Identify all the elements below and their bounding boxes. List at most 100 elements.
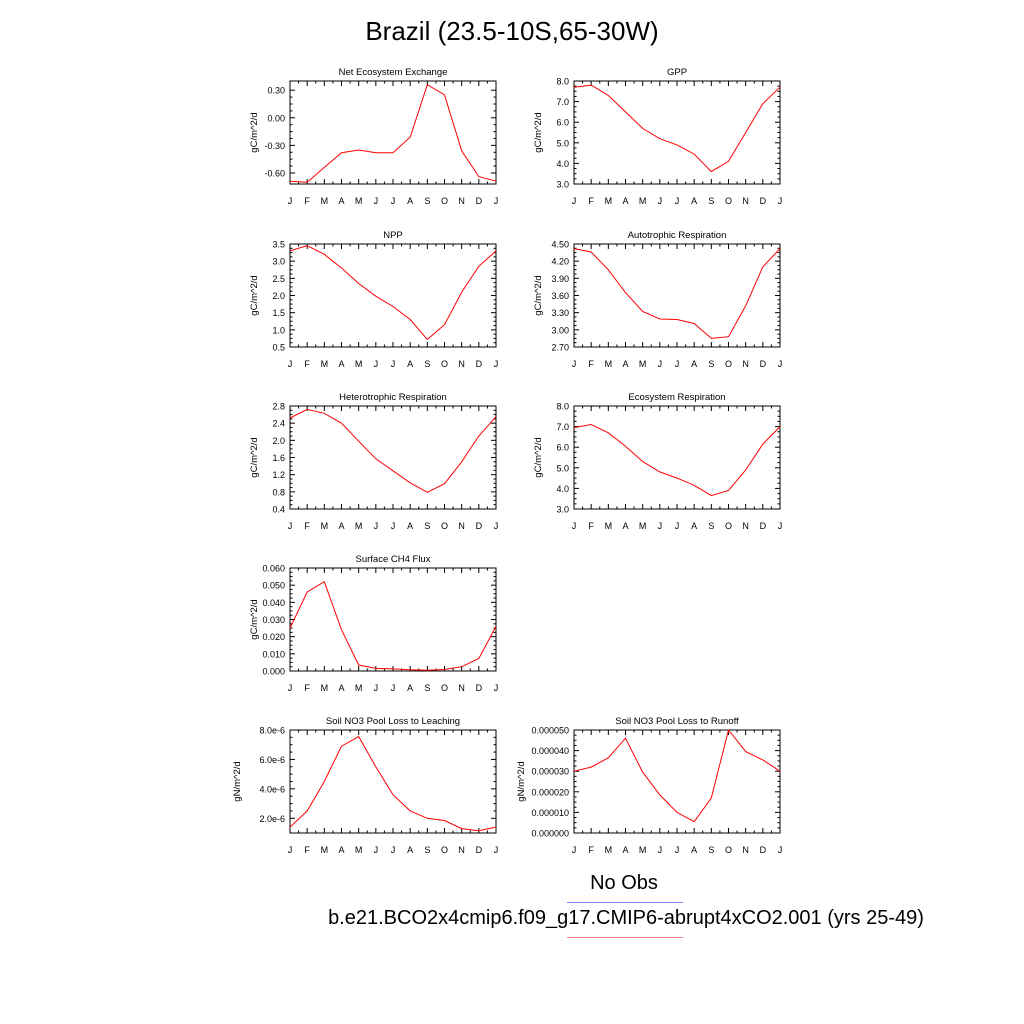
x-tick-label: N — [742, 845, 749, 855]
x-tick-label: A — [622, 359, 628, 369]
y-tick-label: 3.0 — [556, 505, 569, 515]
x-tick-label: M — [355, 196, 363, 206]
panel-9: J F M A M J J A S O N D J0.0000000.0000100.0000200.0… — [516, 716, 782, 855]
y-axis-label: gC/m^2/d — [249, 275, 260, 315]
y-tick-label: 5.0 — [556, 138, 569, 148]
x-tick-label: J — [391, 196, 396, 206]
x-tick-label: A — [338, 683, 344, 693]
y-tick-label: 0.000040 — [531, 746, 569, 756]
series-line — [289, 408, 497, 493]
y-tick-label: 3.00 — [551, 325, 569, 335]
x-tick-label: J — [778, 359, 783, 369]
plot-frame — [573, 80, 781, 185]
panel-title: Ecosystem Respiration — [628, 392, 725, 403]
x-tick-label: N — [458, 683, 465, 693]
series-line — [573, 728, 781, 823]
x-tick-label: O — [725, 359, 732, 369]
x-tick-label: F — [304, 683, 310, 693]
figure-title: Brazil (23.5-10S,65-30W) — [365, 16, 659, 46]
y-tick-label: 2.70 — [551, 343, 569, 353]
y-tick-label: 0.040 — [262, 598, 285, 608]
x-tick-label: J — [572, 196, 577, 206]
panel-5: J F M A M J J A S O N D J0.40.81.21.62.02.42.8Hetero… — [249, 392, 498, 531]
y-tick-label: 8.0e-6 — [259, 726, 285, 736]
x-tick-label: J — [288, 196, 293, 206]
y-tick-label: 0.060 — [262, 564, 285, 574]
panel-title: Soil NO3 Pool Loss to Leaching — [326, 716, 460, 727]
x-tick-label: M — [321, 521, 329, 531]
series-line — [573, 248, 781, 339]
x-tick-label: A — [691, 521, 697, 531]
y-tick-label: -0.60 — [264, 168, 285, 178]
x-tick-label: M — [605, 521, 613, 531]
y-tick-label: 7.0 — [556, 97, 569, 107]
x-tick-label: D — [476, 683, 483, 693]
panel-title: Net Ecosystem Exchange — [339, 67, 448, 78]
x-tick-label: O — [725, 196, 732, 206]
y-tick-label: 5.0 — [556, 463, 569, 473]
x-tick-label: D — [760, 196, 767, 206]
x-tick-label: A — [407, 359, 413, 369]
x-tick-label: M — [605, 845, 613, 855]
x-tick-label: D — [476, 359, 483, 369]
x-tick-label: O — [441, 521, 448, 531]
x-tick-label: O — [441, 845, 448, 855]
x-tick-label: D — [476, 521, 483, 531]
y-tick-label: 3.0 — [272, 257, 285, 267]
x-tick-label: N — [742, 521, 749, 531]
y-tick-label: 0.00 — [267, 113, 285, 123]
x-tick-label: F — [304, 845, 310, 855]
panel-title: Soil NO3 Pool Loss to Runoff — [615, 716, 739, 727]
x-tick-label: J — [288, 521, 293, 531]
y-tick-label: 6.0 — [556, 118, 569, 128]
y-tick-label: 8.0 — [556, 402, 569, 412]
x-tick-label: O — [725, 521, 732, 531]
x-tick-label: J — [391, 845, 396, 855]
x-tick-label: A — [407, 845, 413, 855]
x-tick-label: O — [441, 196, 448, 206]
x-tick-label: J — [675, 359, 680, 369]
y-tick-label: 8.0 — [556, 77, 569, 87]
x-tick-label: N — [742, 359, 749, 369]
x-tick-label: S — [708, 845, 714, 855]
obs-legend-line — [567, 902, 683, 903]
x-tick-label: J — [658, 196, 663, 206]
y-tick-label: 4.20 — [551, 257, 569, 267]
x-tick-label: O — [725, 845, 732, 855]
x-tick-label: S — [708, 359, 714, 369]
y-tick-label: 0.4 — [272, 505, 285, 515]
y-tick-label: 4.0 — [556, 484, 569, 494]
x-tick-label: A — [407, 196, 413, 206]
x-tick-label: J — [288, 845, 293, 855]
x-tick-label: M — [321, 845, 329, 855]
series-line — [289, 580, 497, 671]
x-tick-label: A — [407, 683, 413, 693]
y-tick-label: 6.0 — [556, 443, 569, 453]
x-tick-label: M — [321, 359, 329, 369]
y-tick-label: 2.0 — [272, 291, 285, 301]
x-tick-label: J — [658, 359, 663, 369]
panel-4: J F M A M J J A S O N D J2.703.003.303.603.904.204.5… — [533, 230, 782, 369]
panel-title: Autotrophic Respiration — [628, 230, 727, 241]
x-tick-label: J — [658, 845, 663, 855]
y-axis-label: gC/m^2/d — [249, 437, 260, 477]
x-tick-label: M — [605, 196, 613, 206]
x-tick-label: F — [304, 359, 310, 369]
panel-8: J F M A M J J A S O N D J2.0e-64.0e-66.0e-68.0e-6Soi… — [232, 716, 498, 855]
x-tick-label: M — [639, 359, 647, 369]
panel-3: J F M A M J J A S O N D J0.51.01.52.02.53.03.5NPPgC/… — [249, 230, 498, 369]
panel-title: Surface CH4 Flux — [356, 554, 431, 565]
x-tick-label: D — [760, 359, 767, 369]
y-tick-label: 0.000050 — [531, 726, 569, 736]
x-tick-label: N — [458, 521, 465, 531]
x-tick-label: A — [691, 359, 697, 369]
x-tick-label: S — [424, 359, 430, 369]
x-tick-label: M — [355, 683, 363, 693]
x-tick-label: N — [458, 196, 465, 206]
y-tick-label: 0.000 — [262, 667, 285, 677]
model-legend-line — [567, 937, 683, 938]
y-tick-label: 0.000000 — [531, 829, 569, 839]
plot-frame — [573, 405, 781, 510]
